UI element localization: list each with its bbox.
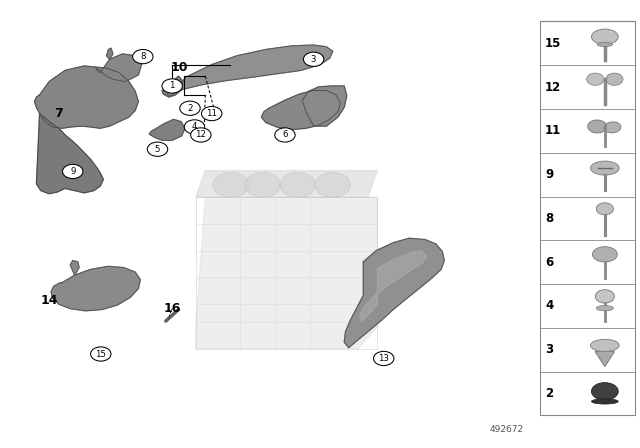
Polygon shape [106,48,113,59]
Circle shape [213,172,248,197]
Text: 4: 4 [545,300,553,313]
Circle shape [303,52,324,66]
Text: 5: 5 [155,145,160,154]
Text: 2: 2 [545,387,553,400]
Text: 492672: 492672 [490,425,524,434]
Text: 4: 4 [192,122,197,131]
Text: 11: 11 [545,125,561,138]
Ellipse shape [591,399,618,404]
Text: 3: 3 [311,55,316,64]
Ellipse shape [591,29,618,44]
Text: 14: 14 [40,294,58,307]
Text: 12: 12 [195,130,206,139]
Polygon shape [302,86,347,126]
Ellipse shape [604,122,621,133]
Text: 9: 9 [70,167,76,176]
Circle shape [374,351,394,366]
Polygon shape [70,260,79,275]
Text: 8: 8 [140,52,146,61]
Circle shape [202,107,222,121]
Circle shape [63,164,83,179]
Ellipse shape [591,339,619,352]
Ellipse shape [591,383,618,400]
Circle shape [162,79,182,93]
Ellipse shape [596,306,614,311]
Ellipse shape [606,73,623,85]
Circle shape [596,203,614,215]
Circle shape [91,347,111,361]
Ellipse shape [588,120,607,133]
Text: 13: 13 [378,354,389,363]
Polygon shape [36,114,103,194]
Circle shape [180,101,200,116]
Ellipse shape [591,161,619,175]
Polygon shape [196,197,378,349]
Polygon shape [595,352,614,366]
Ellipse shape [593,247,617,262]
Text: 16: 16 [163,302,181,315]
Text: 1: 1 [170,82,175,90]
Ellipse shape [587,73,604,85]
Polygon shape [51,266,140,311]
Text: 2: 2 [188,104,193,113]
Text: 10: 10 [171,61,189,74]
Circle shape [132,49,153,64]
Polygon shape [344,238,444,348]
Text: 15: 15 [545,37,561,50]
Text: 12: 12 [545,81,561,94]
Circle shape [315,172,351,197]
Circle shape [275,128,295,142]
Polygon shape [149,119,185,140]
Text: 9: 9 [545,168,553,181]
Circle shape [184,120,205,134]
Polygon shape [162,76,183,97]
Circle shape [191,128,211,142]
Text: 11: 11 [206,109,217,118]
Circle shape [280,172,316,197]
Polygon shape [35,66,138,128]
Polygon shape [261,90,340,129]
Circle shape [147,142,168,156]
Polygon shape [196,171,378,197]
Text: 7: 7 [54,107,63,120]
Circle shape [245,172,280,197]
Polygon shape [96,54,141,82]
Polygon shape [167,45,333,96]
Text: 3: 3 [545,343,553,356]
Ellipse shape [597,42,612,47]
Text: 6: 6 [545,256,553,269]
Bar [540,22,636,415]
Circle shape [595,290,614,303]
Text: 15: 15 [95,349,106,358]
Polygon shape [360,251,427,322]
Text: 6: 6 [282,130,288,139]
Text: 8: 8 [545,212,553,225]
